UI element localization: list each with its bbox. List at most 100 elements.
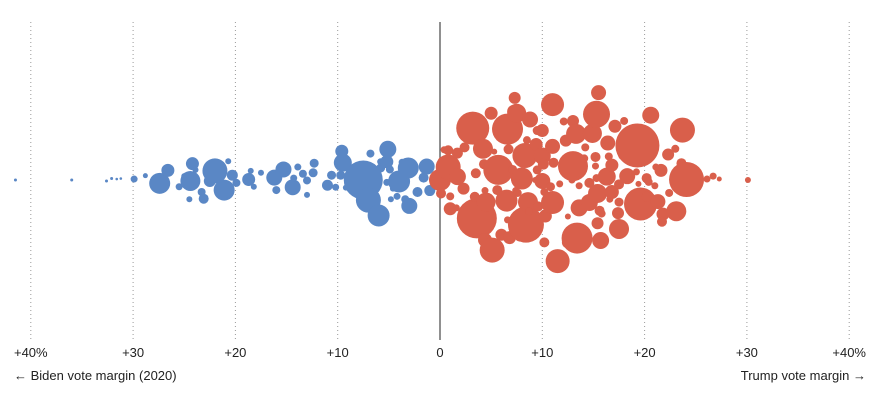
- trump-bubble: [535, 124, 549, 138]
- trump-bubble: [644, 177, 653, 186]
- bubbles: [13, 85, 751, 274]
- tick-labels: +40% +30 +20 +10 0 +10 +20 +30 +40%: [14, 345, 866, 360]
- biden-bubble: [119, 177, 123, 180]
- biden-bubble: [198, 193, 209, 204]
- trump-bubble: [556, 180, 564, 188]
- biden-bubble: [303, 176, 312, 185]
- left-axis-caption: ← Biden vote margin (2020): [14, 368, 177, 383]
- biden-bubble: [401, 195, 410, 204]
- trump-bubble: [566, 123, 587, 144]
- biden-bubble: [366, 149, 375, 158]
- biden-bubble: [332, 183, 340, 191]
- biden-bubble: [115, 177, 119, 181]
- trump-bubble: [604, 185, 619, 199]
- trump-bubble: [545, 182, 555, 192]
- trump-bubble: [476, 192, 496, 212]
- trump-bubble: [591, 162, 599, 170]
- biden-bubble: [225, 158, 232, 165]
- trump-bubble: [665, 188, 674, 197]
- tick-label: +20: [224, 345, 246, 360]
- trump-bubble: [709, 172, 717, 180]
- tick-label: +10: [531, 345, 553, 360]
- biden-bubble: [105, 179, 109, 183]
- biden-bubble: [232, 178, 241, 187]
- trump-bubble: [479, 237, 505, 263]
- trump-bubble: [588, 183, 608, 203]
- biden-bubble: [412, 187, 423, 197]
- trump-bubble: [452, 204, 460, 212]
- biden-bubble: [257, 169, 264, 176]
- trump-bubble: [590, 151, 601, 162]
- biden-bubble: [418, 172, 429, 183]
- biden-bubble: [387, 196, 394, 203]
- trump-bubble: [548, 157, 559, 168]
- trump-bubble: [592, 231, 610, 249]
- biden-bubble: [250, 183, 257, 190]
- trump-bubble: [456, 111, 490, 145]
- trump-bubble: [619, 168, 636, 185]
- biden-bubble: [213, 179, 235, 201]
- trump-bubble: [620, 116, 629, 125]
- tick-label: +30: [736, 345, 758, 360]
- trump-bubble: [495, 189, 518, 212]
- trump-bubble: [641, 191, 652, 202]
- biden-bubble: [70, 178, 74, 182]
- trump-bubble: [651, 182, 659, 190]
- trump-bubble: [534, 172, 551, 189]
- trump-bubble: [604, 152, 613, 161]
- trump-bubble: [662, 148, 675, 161]
- trump-bubble: [564, 213, 571, 220]
- trump-bubble: [591, 85, 607, 101]
- right-axis-caption: Trump vote margin →: [741, 368, 866, 383]
- biden-bubble: [175, 183, 183, 191]
- biden-bubble: [380, 155, 394, 169]
- biden-bubble: [275, 161, 292, 178]
- biden-bubble: [202, 158, 228, 184]
- biden-bubble: [180, 170, 201, 191]
- trump-bubble: [597, 167, 616, 186]
- trump-bubble: [483, 154, 514, 185]
- trump-bubble: [541, 191, 565, 215]
- trump-bubble: [581, 143, 590, 152]
- trump-bubble: [656, 216, 667, 227]
- biden-bubble: [186, 196, 193, 203]
- trump-bubble: [529, 137, 543, 151]
- biden-bubble: [418, 158, 435, 175]
- trump-bubble: [612, 207, 625, 220]
- trump-bubble: [510, 167, 533, 190]
- trump-bubble: [436, 188, 447, 199]
- biden-bubble: [142, 173, 148, 179]
- tick-label: +10: [327, 345, 349, 360]
- biden-bubble: [298, 169, 307, 178]
- trump-bubble: [583, 100, 611, 128]
- trump-bubble: [671, 144, 680, 153]
- trump-bubble: [575, 182, 583, 190]
- biden-bubble: [161, 163, 175, 177]
- biden-bubble: [385, 165, 394, 174]
- trump-bubble: [525, 207, 534, 216]
- trump-bubble: [614, 179, 625, 190]
- trump-bubble: [584, 177, 595, 188]
- biden-bubble: [397, 157, 419, 179]
- trump-bubble: [507, 206, 544, 243]
- trump-bubble: [669, 117, 695, 143]
- biden-bubble: [290, 174, 298, 182]
- trump-bubble: [503, 144, 514, 155]
- biden-bubble: [321, 179, 333, 191]
- biden-bubble: [327, 170, 337, 180]
- biden-bubble: [379, 140, 397, 158]
- trump-bubble: [716, 176, 722, 182]
- trump-bubble: [446, 192, 455, 201]
- biden-bubble: [110, 177, 114, 181]
- biden-bubble: [333, 153, 352, 172]
- trump-bubble: [443, 202, 457, 216]
- trump-bubble: [669, 162, 705, 198]
- trump-bubble: [635, 180, 642, 187]
- trump-bubble: [507, 103, 527, 123]
- biden-bubble: [226, 169, 238, 181]
- trump-bubble: [481, 187, 489, 195]
- biden-bubble: [242, 173, 256, 187]
- trump-bubble: [561, 222, 593, 254]
- trump-bubble: [539, 237, 550, 248]
- biden-bubble: [247, 167, 254, 174]
